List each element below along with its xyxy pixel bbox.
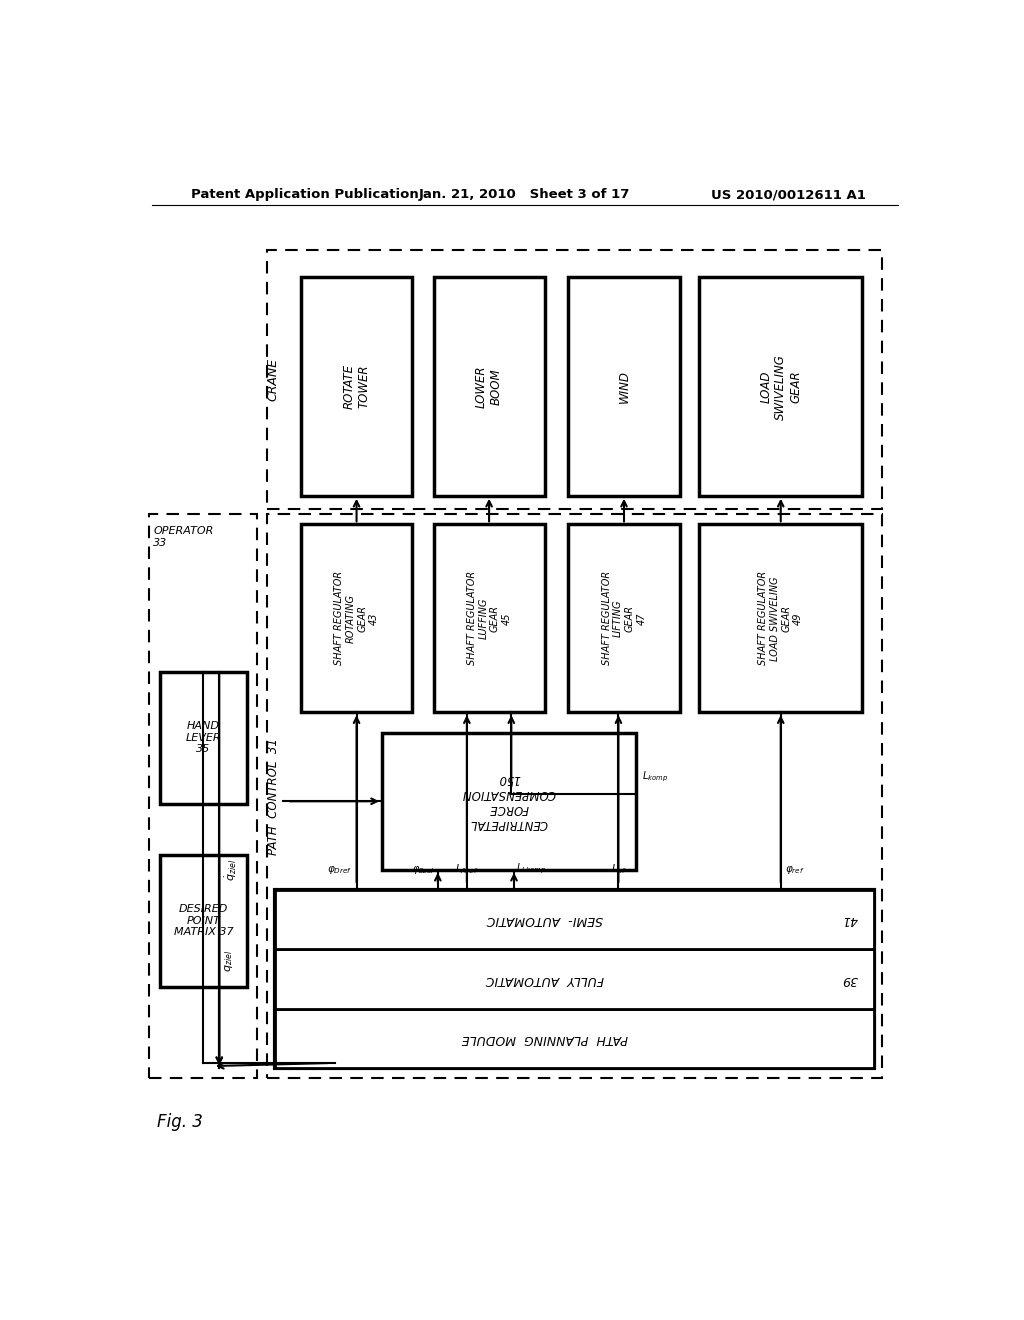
Text: LOAD
SWIVELING
GEAR: LOAD SWIVELING GEAR bbox=[759, 354, 802, 420]
Bar bbox=[267, 249, 882, 510]
Bar bbox=[267, 515, 882, 1078]
Bar bbox=[699, 277, 862, 496]
Text: SEMI-  AUTOMATIC: SEMI- AUTOMATIC bbox=[486, 913, 603, 927]
Text: OPERATOR
33: OPERATOR 33 bbox=[154, 527, 214, 548]
Text: $\varphi_{ref}$: $\varphi_{ref}$ bbox=[784, 865, 805, 876]
Text: CENTRIPETAL
FORCE
COMPENSATION
150: CENTRIPETAL FORCE COMPENSATION 150 bbox=[462, 772, 556, 830]
Text: FULLY  AUTOMATIC: FULLY AUTOMATIC bbox=[485, 973, 603, 986]
Text: LOWER
BOOM: LOWER BOOM bbox=[475, 366, 503, 408]
Text: $\varphi_{Szul}$: $\varphi_{Szul}$ bbox=[412, 865, 434, 876]
Text: PATH  CONTROL  31: PATH CONTROL 31 bbox=[266, 738, 280, 854]
Text: DESIRED
POINT
MATRIX 37: DESIRED POINT MATRIX 37 bbox=[174, 904, 233, 937]
Text: ROTATE
TOWER: ROTATE TOWER bbox=[343, 364, 371, 409]
Text: SHAFT REGULATOR
ROTATING
GEAR
43: SHAFT REGULATOR ROTATING GEAR 43 bbox=[334, 572, 379, 665]
Text: CRANE: CRANE bbox=[266, 358, 280, 401]
Bar bbox=[301, 524, 412, 713]
Text: Fig. 3: Fig. 3 bbox=[157, 1113, 203, 1131]
Text: 39: 39 bbox=[842, 973, 858, 986]
Bar bbox=[568, 277, 680, 496]
Bar bbox=[568, 524, 680, 713]
Text: WIND: WIND bbox=[617, 370, 631, 403]
Text: $L_{af}$: $L_{af}$ bbox=[610, 862, 627, 876]
Bar bbox=[160, 854, 247, 987]
Text: SHAFT REGULATOR
LOAD SWIVELING
GEAR
49: SHAFT REGULATOR LOAD SWIVELING GEAR 49 bbox=[759, 572, 803, 665]
Bar bbox=[150, 515, 257, 1078]
Text: $L_{komp}$: $L_{komp}$ bbox=[642, 770, 669, 784]
Text: $L_{Lkomp}$: $L_{Lkomp}$ bbox=[516, 862, 547, 876]
Text: $\varphi_{Dref}$: $\varphi_{Dref}$ bbox=[328, 865, 352, 876]
Text: $q_{ziel}$: $q_{ziel}$ bbox=[223, 950, 236, 973]
Text: Patent Application Publication: Patent Application Publication bbox=[191, 189, 419, 202]
Text: SHAFT REGULATOR
LIFTING
GEAR
47: SHAFT REGULATOR LIFTING GEAR 47 bbox=[602, 572, 646, 665]
Bar bbox=[274, 949, 873, 1008]
Text: US 2010/0012611 A1: US 2010/0012611 A1 bbox=[712, 189, 866, 202]
Text: 41: 41 bbox=[842, 913, 858, 927]
Bar bbox=[160, 672, 247, 804]
Text: $L_{Aref}$: $L_{Aref}$ bbox=[455, 862, 478, 876]
Bar bbox=[433, 277, 545, 496]
Bar bbox=[382, 733, 636, 870]
Text: Jan. 21, 2010   Sheet 3 of 17: Jan. 21, 2010 Sheet 3 of 17 bbox=[419, 189, 631, 202]
Bar bbox=[301, 277, 412, 496]
Text: $\dot{q}_{ziel}$: $\dot{q}_{ziel}$ bbox=[223, 859, 239, 880]
Bar bbox=[433, 524, 545, 713]
Bar bbox=[699, 524, 862, 713]
Bar bbox=[274, 890, 873, 949]
Text: HAND
LEVER
35: HAND LEVER 35 bbox=[185, 721, 221, 754]
Bar bbox=[274, 890, 873, 1068]
Text: SHAFT REGULATOR
LUFFING
GEAR
45: SHAFT REGULATOR LUFFING GEAR 45 bbox=[467, 572, 512, 665]
Bar bbox=[274, 1008, 873, 1068]
Text: PATH  PLANNING  MODULE: PATH PLANNING MODULE bbox=[462, 1032, 628, 1045]
